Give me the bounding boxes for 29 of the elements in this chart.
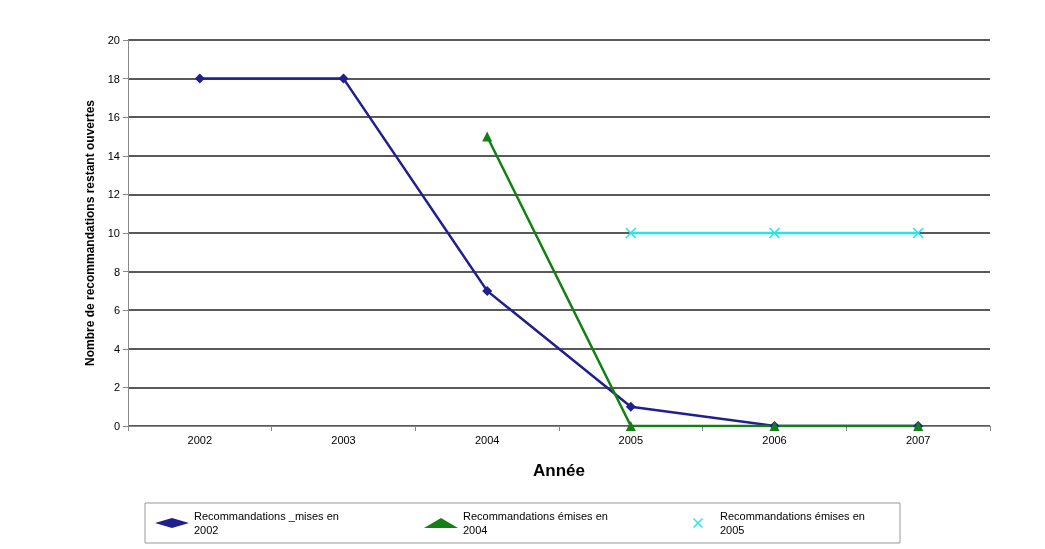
point (338, 73, 349, 84)
point (482, 285, 493, 296)
y-axis-title: Nombre de recommandations restant ouvertes (83, 99, 97, 367)
x-axis-title: Année (533, 461, 585, 480)
y-tick-label: 20 (107, 34, 120, 46)
y-tick-label: 6 (113, 304, 120, 317)
y-tick-label: 4 (113, 342, 120, 355)
point (625, 227, 637, 239)
x-tick-label: 2002 (187, 433, 213, 446)
y-tick-label: 16 (107, 111, 120, 124)
point (769, 227, 780, 239)
x-tick-label: 2007 (905, 433, 931, 446)
y-tick-label: 0 (113, 420, 120, 432)
y-tick-label: 2 (113, 381, 120, 394)
x-tick-label: 2003 (331, 433, 356, 446)
legend-label: Recommandations émises en 2005 (720, 510, 868, 536)
point (912, 227, 924, 239)
x-tick-label: 2005 (618, 433, 644, 446)
x-tick-label: 2004 (474, 433, 500, 446)
y-tick-label: 14 (107, 149, 120, 162)
y-tick-label: 18 (107, 72, 120, 85)
point (194, 73, 205, 84)
legend-label: Recommandations _mises en 2002 (194, 510, 342, 536)
y-tick-label: 10 (107, 227, 120, 239)
x-tick-label: 2006 (762, 433, 787, 446)
legend-label: Recommandations émises en 2004 (463, 510, 611, 536)
y-tick-label: 8 (113, 265, 120, 278)
point (625, 401, 636, 412)
y-tick-label: 12 (107, 188, 120, 201)
